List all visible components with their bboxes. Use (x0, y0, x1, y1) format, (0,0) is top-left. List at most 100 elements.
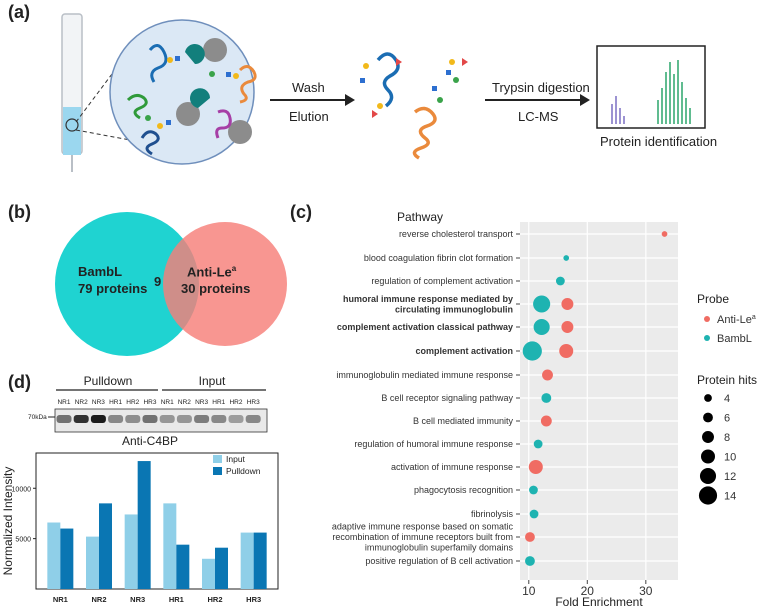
blot-lane-label: NR1 (57, 399, 70, 406)
chart-ytick-label: 10000 (12, 486, 32, 493)
chart-bar-input (47, 522, 61, 589)
blot-lane-label: HR2 (126, 399, 139, 406)
pathway-label: B cell mediated immunity (413, 416, 514, 426)
trypsin-label: Trypsin digestion (492, 80, 590, 95)
elution-label: Elution (289, 109, 329, 124)
blot-band (56, 415, 72, 423)
legend-size-label: 8 (724, 432, 730, 444)
pathway-header: Pathway (397, 210, 444, 224)
dotplot-point-bambl (529, 485, 538, 495)
chart-category-label: NR1 (53, 595, 68, 604)
legend-size-dot (703, 412, 713, 423)
spectrum-box (596, 45, 706, 129)
workflow-illustration (61, 13, 706, 172)
pathway-label: blood coagulation fibrin clot formation (364, 253, 513, 263)
western-blot: Pulldown Input NR1 NR2 NR3 HR1 HR2 HR3 NR1 NR2 NR3… (28, 374, 268, 448)
dotplot-point-antilea (561, 321, 574, 333)
blot-band (73, 415, 89, 423)
dotplot-point-bambl (533, 295, 551, 313)
legend-size-dot (701, 449, 715, 464)
protein-id-label: Protein identification (600, 134, 718, 149)
chart-bar-pulldown (99, 503, 112, 589)
legend-size-label: 14 (724, 491, 736, 503)
chart-legend-swatch (213, 467, 222, 475)
chart-category-label: HR3 (246, 595, 261, 604)
legend-size-label: 12 (724, 471, 736, 483)
blot-lane-label: NR1 (161, 399, 174, 406)
legend-size-dot (704, 394, 712, 402)
venn-antilea-name: Anti-Lea (187, 264, 237, 280)
chart-category-label: HR2 (207, 595, 222, 604)
pathway-label: activation of immune response (391, 462, 513, 472)
pathway-label: reverse cholesterol transport (399, 229, 514, 239)
venn-circle-antilea (163, 222, 287, 346)
chart-bar-input (86, 536, 99, 589)
legend-size-label: 10 (724, 452, 736, 464)
legend-size-dot (702, 431, 714, 443)
lcms-label: LC-MS (518, 109, 559, 124)
legend-size-label: 4 (724, 393, 730, 405)
chart-bar-pulldown (60, 528, 74, 589)
pathway-label: adaptive immune response based on somati… (332, 522, 514, 553)
blot-band (159, 415, 175, 423)
dotplot-xlabel: Fold Enrichment (555, 595, 643, 607)
panel-d-label: (d) (8, 372, 31, 392)
legend-size-dot (698, 486, 718, 505)
chart-frame (35, 452, 279, 590)
chart-bar-pulldown (176, 544, 190, 589)
dotplot-point-antilea (525, 532, 535, 542)
chart-bar-input (124, 514, 138, 589)
dotplot-xtick-label: 20 (581, 584, 595, 598)
panel-a-label: (a) (8, 2, 30, 22)
legend-probe-title: Probe (697, 292, 729, 306)
blot-lane-label: HR3 (247, 399, 260, 406)
blot-antibody-label: Anti-C4BP (122, 434, 178, 448)
pathway-label: humoral immune response mediated by circu… (343, 294, 513, 315)
blot-group-pulldown: Pulldown (84, 374, 133, 388)
dotplot-point-bambl (563, 255, 570, 261)
chart-bar-input (163, 503, 177, 589)
dotplot-point-antilea (559, 344, 574, 358)
dotplot-point-antilea (561, 298, 574, 310)
blot-band (211, 415, 227, 423)
legend-probe-label: BambL (717, 333, 752, 345)
pathway-label: B cell receptor signaling pathway (381, 393, 513, 403)
blot-lane-label: HR3 (143, 399, 156, 406)
blot-group-input: Input (199, 374, 226, 388)
chart-ytick-label: 5000 (15, 537, 31, 544)
dotplot-xtick-label: 30 (639, 584, 653, 598)
dotplot-xtick-label: 10 (522, 584, 536, 598)
blot-band (142, 415, 158, 423)
blot-lane-label: HR2 (229, 399, 242, 406)
blot-band (176, 415, 192, 423)
chart-category-label: NR2 (91, 595, 106, 604)
panel-b-label: (b) (8, 202, 31, 222)
dotplot-point-bambl (533, 439, 543, 449)
dotplot-point-bambl (533, 318, 550, 336)
blot-marker-label: 70kDa (28, 414, 47, 421)
venn-diagram (55, 212, 287, 356)
pathway-label: regulation of humoral immune response (354, 439, 513, 449)
legend-size-dot (699, 467, 717, 485)
chart-category-label: NR3 (130, 595, 145, 604)
chart-ylabel: Normalized Intensity (1, 467, 15, 576)
dotplot-point-bambl (529, 509, 539, 519)
blot-lane-label: NR3 (92, 399, 105, 406)
blot-band (90, 415, 106, 423)
legend-probe-dot (704, 335, 710, 341)
blot-band (228, 415, 244, 423)
chart-bar-pulldown (253, 532, 267, 589)
panel-c-label: (c) (290, 202, 312, 222)
blot-band (108, 415, 124, 423)
legend-size-label: 6 (724, 413, 730, 425)
dotplot-point-bambl (541, 393, 552, 403)
legend-size-title: Protein hits (697, 373, 757, 387)
blot-lane-label: NR2 (75, 399, 88, 406)
pathway-label: phagocytosis recognition (414, 485, 513, 495)
chart-legend-label: Input (226, 454, 246, 464)
dotplot-point-antilea (542, 369, 553, 381)
blot-band (194, 415, 210, 423)
dotplot-point-bambl (522, 341, 542, 361)
chart-bar-input (202, 558, 215, 589)
